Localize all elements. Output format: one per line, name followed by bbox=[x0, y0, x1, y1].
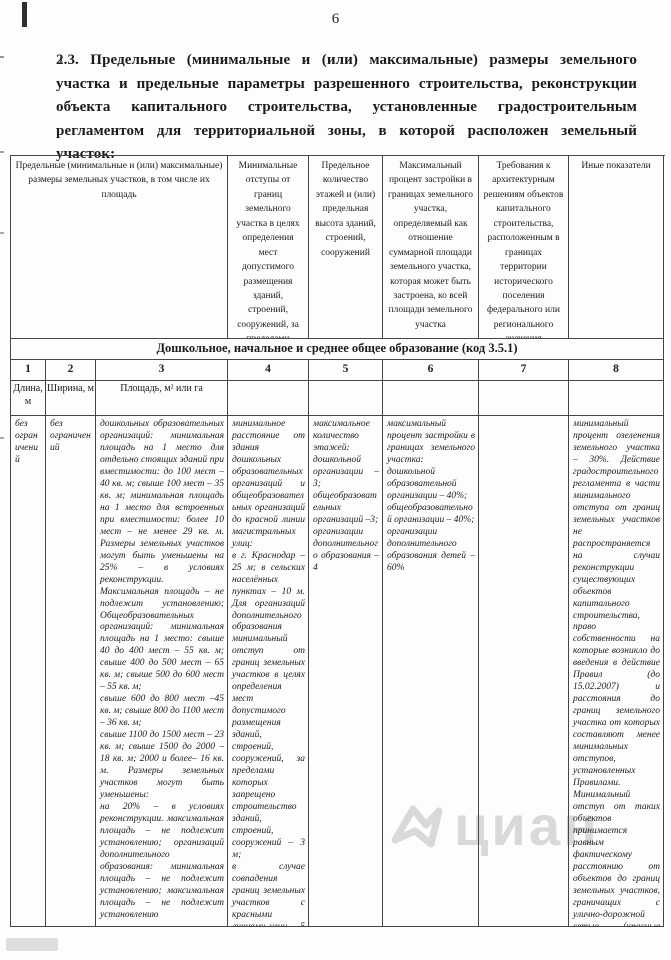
scan-artifact bbox=[60, 57, 62, 62]
table-section-row: Дошкольное, начальное и среднее общее об… bbox=[11, 339, 665, 360]
subheader-width: Ширина, м bbox=[46, 381, 96, 416]
watermark-fragment bbox=[6, 938, 58, 951]
body-cell-area: дошкольных образовательных организаций: … bbox=[96, 416, 228, 927]
body-cell-architecture bbox=[479, 416, 569, 927]
subheader-area: Площадь, м² или га bbox=[96, 381, 228, 416]
body-cell-length: без ограничений bbox=[11, 416, 46, 927]
scan-artifact bbox=[0, 232, 4, 234]
header-cell-max-floors: Предельное количество этажей и (или) пре… bbox=[309, 156, 383, 339]
subheader-empty bbox=[569, 381, 664, 416]
body-cell-setbacks: минимальное расстояние от здания дошколь… bbox=[228, 416, 309, 927]
table-subheader-row: Длина, м Ширина, м Площадь, м² или га bbox=[11, 381, 665, 416]
body-cell-coverage: максимальный процент застройки в граница… bbox=[383, 416, 479, 927]
column-number: 4 bbox=[228, 360, 309, 381]
column-number: 7 bbox=[479, 360, 569, 381]
subheader-length: Длина, м bbox=[11, 381, 46, 416]
body-cell-floors: максимальное количество этажей: дошкольн… bbox=[309, 416, 383, 927]
subheader-empty bbox=[228, 381, 309, 416]
column-number: 5 bbox=[309, 360, 383, 381]
scan-artifact bbox=[0, 437, 4, 439]
scan-artifact bbox=[0, 56, 4, 58]
subheader-empty bbox=[309, 381, 383, 416]
table-body-row: без ограничений без ограничений дошкольн… bbox=[11, 416, 665, 927]
column-number: 2 bbox=[46, 360, 96, 381]
body-cell-other: минимальный процент озеленения земельног… bbox=[569, 416, 664, 927]
column-number: 6 bbox=[383, 360, 479, 381]
header-cell-architectural-requirements: Требования к архитектурным решениям объе… bbox=[479, 156, 569, 339]
table-header-row: Предельные (минимальные и (или) максимал… bbox=[11, 156, 665, 339]
body-cell-width: без ограничений bbox=[46, 416, 96, 927]
page-number: 6 bbox=[331, 11, 340, 27]
column-number: 1 bbox=[11, 360, 46, 381]
header-cell-plot-sizes: Предельные (минимальные и (или) максимал… bbox=[11, 156, 228, 339]
scan-artifact bbox=[22, 2, 27, 27]
subheader-empty bbox=[383, 381, 479, 416]
section-heading: 2.3. Предельные (минимальные и (или) мак… bbox=[56, 52, 637, 162]
column-number: 3 bbox=[96, 360, 228, 381]
land-parameters-table: Предельные (минимальные и (или) максимал… bbox=[10, 155, 665, 927]
subheader-empty bbox=[479, 381, 569, 416]
column-number: 8 bbox=[569, 360, 664, 381]
table-number-row: 1 2 3 4 5 6 7 8 bbox=[11, 360, 665, 381]
header-cell-min-setbacks: Минимальные отступы от границ земельного… bbox=[228, 156, 309, 339]
header-cell-max-coverage: Максимальный процент застройки в граница… bbox=[383, 156, 479, 339]
scan-artifact bbox=[0, 151, 4, 153]
section-title: Дошкольное, начальное и среднее общее об… bbox=[11, 339, 664, 360]
header-cell-other-indicators: Иные показатели bbox=[569, 156, 664, 339]
